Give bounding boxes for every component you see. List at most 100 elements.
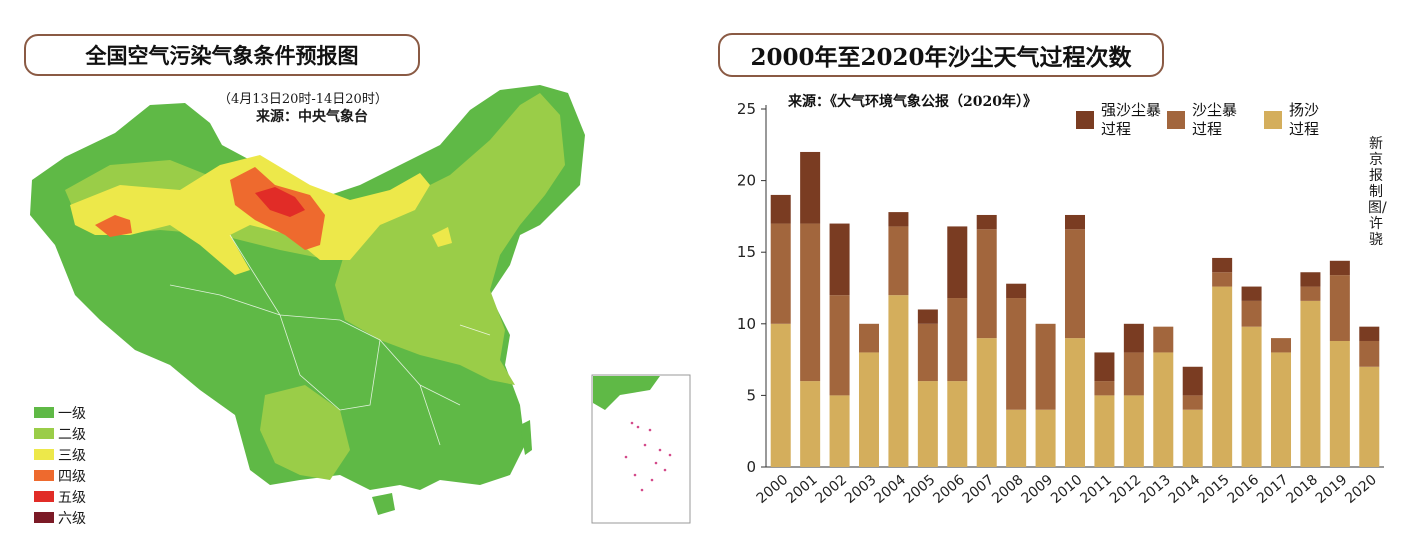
map-level-five-region [255, 187, 305, 217]
y-tick-label: 20 [737, 172, 756, 190]
legend-item: 二级 [34, 423, 86, 444]
legend-label: 二级 [58, 426, 86, 443]
bar-segment [1241, 286, 1262, 301]
x-tick-label: 2015 [1195, 472, 1233, 507]
bar-segment [770, 223, 791, 324]
bar-segment [917, 323, 938, 382]
y-tick-label: 15 [737, 243, 756, 261]
x-tick-label: 2014 [1166, 472, 1204, 507]
map-title: 全国空气污染气象条件预报图 [24, 34, 420, 76]
x-tick-label: 2002 [813, 472, 851, 507]
legend-label: 三级 [58, 447, 86, 464]
x-tick-label: 2020 [1342, 472, 1380, 507]
bar-segment [1153, 352, 1174, 467]
bar-segment [1064, 338, 1086, 467]
bar-segment [1006, 409, 1027, 467]
bar-segment [917, 309, 938, 324]
x-tick-label: 2019 [1313, 472, 1351, 507]
bar-segment [858, 323, 880, 353]
legend-item: 四级 [34, 465, 86, 486]
bar-segment [976, 338, 997, 467]
chart-legend-label: 过程 [1289, 120, 1319, 138]
bar-segment [1212, 286, 1233, 467]
chart-legend-label: 沙尘暴 [1192, 101, 1237, 119]
legend-swatch [34, 428, 54, 439]
chart-legend-label: 扬沙 [1289, 101, 1319, 119]
bar-segment [829, 295, 850, 396]
x-tick-label: 2018 [1283, 472, 1321, 507]
x-tick-label: 2007 [960, 472, 998, 507]
bar-segment [1270, 338, 1292, 353]
bar-segment [800, 151, 821, 224]
bar-segment [1300, 272, 1321, 287]
bar-segment [1035, 323, 1056, 410]
legend-swatch [34, 449, 54, 460]
bar-segment [888, 295, 909, 467]
bar-segment [829, 223, 850, 296]
map-source: 来源：中央气象台 [256, 109, 368, 125]
map-level-four-west [95, 215, 132, 237]
bar-segment [1123, 395, 1144, 467]
bar-segment [1006, 298, 1027, 410]
taiwan-island [520, 420, 532, 455]
bar-segment [1329, 275, 1350, 341]
legend-item: 一级 [34, 402, 86, 423]
china-forecast-map [30, 85, 691, 524]
map-subtitle: （4月13日20时-14日20时） [218, 92, 388, 107]
bar-segment [1123, 323, 1144, 353]
legend-label: 四级 [58, 468, 86, 485]
x-tick-label: 2013 [1136, 472, 1174, 507]
map-level-three-patch [432, 227, 452, 247]
bar-segment [1182, 366, 1203, 396]
x-tick-label: 2010 [1048, 472, 1086, 507]
bar-segment [800, 381, 821, 467]
legend-swatch [34, 491, 54, 502]
bar-segment [1359, 366, 1380, 467]
chart-legend-swatch [1076, 111, 1094, 129]
bar-segment [1300, 300, 1321, 467]
x-tick-label: 2004 [871, 472, 909, 507]
y-tick-label: 0 [746, 458, 756, 476]
bar-segment [800, 223, 821, 382]
legend-swatch [34, 407, 54, 418]
map-level-two-southwest [260, 385, 350, 480]
legend-swatch [34, 512, 54, 523]
bar-segment [1123, 352, 1144, 396]
bar-segment [1241, 326, 1262, 467]
x-tick-label: 2006 [930, 472, 968, 507]
bar-segment [858, 352, 880, 467]
bar-segment [947, 381, 968, 467]
chart-legend-swatch [1264, 111, 1282, 129]
bar-segment [1094, 395, 1115, 467]
bar-segment [1241, 300, 1262, 327]
y-tick-label: 25 [737, 100, 756, 118]
bar-segment [917, 381, 938, 467]
x-tick-label: 2012 [1107, 472, 1145, 507]
bar-segment [1359, 340, 1380, 367]
province-borders [169, 234, 491, 446]
hainan-island [372, 493, 395, 515]
legend-label: 六级 [58, 510, 86, 527]
bar-segment [888, 212, 909, 227]
y-tick-label: 5 [746, 386, 756, 404]
legend-label: 一级 [58, 405, 86, 422]
chart-credit: 新京报制图/许骁 [1368, 136, 1387, 248]
x-tick-label: 2016 [1225, 472, 1263, 507]
south-sea-inset [591, 374, 691, 524]
bar-segment [770, 323, 791, 467]
x-tick-label: 2008 [989, 472, 1027, 507]
x-tick-label: 2011 [1077, 472, 1115, 507]
bar-segment [1094, 352, 1115, 382]
legend-item: 五级 [34, 486, 86, 507]
legend-label: 五级 [58, 489, 86, 506]
bar-segment [1094, 381, 1115, 396]
bar-segment [829, 395, 850, 467]
legend-swatch [34, 470, 54, 481]
chart-source: 来源：《大气环境气象公报（2020年）》 [787, 93, 1037, 110]
chart-title: 2000年至2020年沙尘天气过程次数 [718, 33, 1164, 77]
bar-segment [1212, 257, 1233, 273]
x-tick-label: 2005 [901, 472, 939, 507]
bar-segment [947, 298, 968, 382]
bar-segment [1153, 326, 1174, 353]
